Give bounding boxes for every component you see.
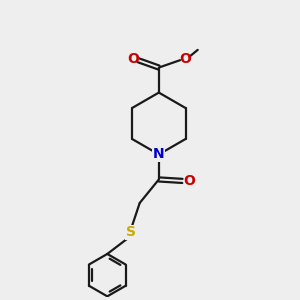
Text: O: O (127, 52, 139, 66)
Text: N: N (153, 147, 165, 161)
Text: S: S (126, 225, 136, 239)
Text: O: O (179, 52, 191, 66)
Text: O: O (183, 174, 195, 188)
